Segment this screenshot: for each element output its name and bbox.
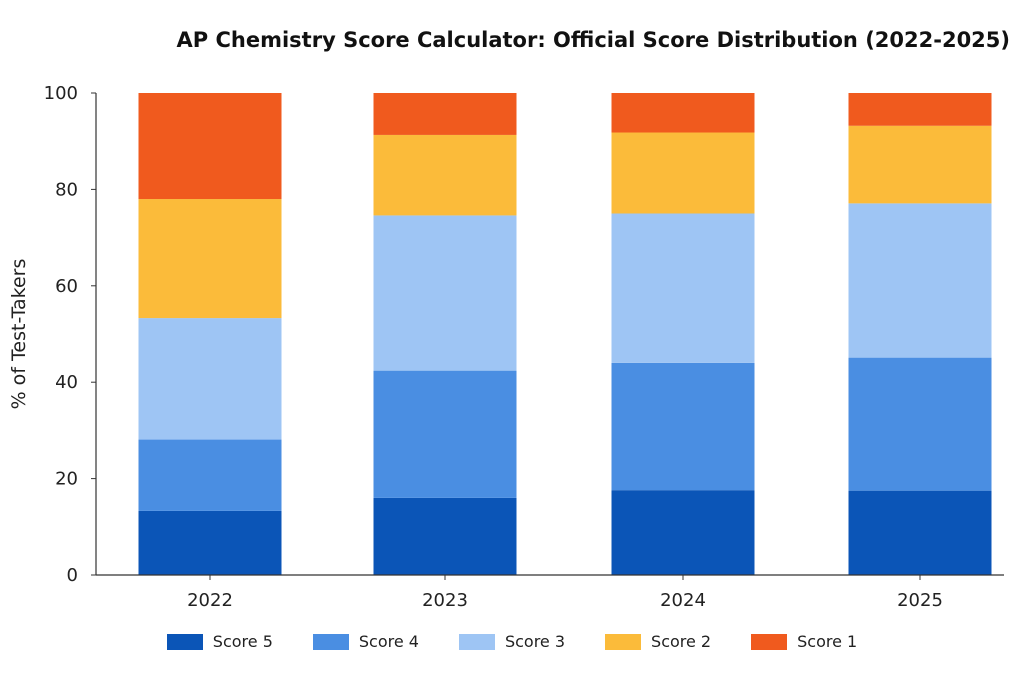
legend-label: Score 4: [358, 632, 419, 651]
legend-swatch: [605, 633, 642, 650]
y-tick-label: 100: [44, 83, 78, 104]
bar-2023-score-1: [373, 93, 517, 135]
bar-2024-score-4: [611, 362, 755, 491]
legend-swatch: [312, 633, 349, 650]
legend-item: Score 1: [751, 632, 857, 651]
y-tick-label: 20: [55, 469, 78, 490]
legend-swatch: [751, 633, 788, 650]
legend-swatch: [166, 633, 203, 650]
bar-2022-score-1: [138, 93, 282, 200]
bar-2025-score-3: [848, 203, 992, 358]
x-tick-label: 2025: [897, 590, 943, 611]
legend-swatch: [458, 633, 495, 650]
x-tick-label: 2023: [422, 590, 468, 611]
bar-2023-score-2: [373, 134, 517, 216]
bar-2022-score-4: [138, 439, 282, 511]
legend-label: Score 3: [504, 632, 566, 651]
legend-item: Score 5: [166, 632, 273, 651]
bar-2023-score-4: [373, 370, 517, 498]
bar-2024-score-3: [611, 213, 755, 363]
legend-item: Score 3: [458, 632, 566, 651]
bar-2025-score-1: [848, 93, 992, 126]
y-tick-label: 80: [55, 179, 78, 200]
x-tick-label: 2022: [187, 590, 233, 611]
bar-2023-score-5: [373, 497, 517, 575]
y-tick-label: 60: [55, 276, 78, 297]
legend-item: Score 4: [312, 632, 419, 651]
bar-2023-score-3: [373, 215, 517, 371]
y-tick-label: 0: [67, 565, 78, 586]
bar-2024-score-1: [611, 93, 755, 133]
bar-2024-score-5: [611, 490, 755, 575]
bar-2025-score-4: [848, 357, 992, 491]
legend: Score 5 Score 4 Score 3 Score 2 Score 1: [0, 632, 1024, 651]
bars-layer: [138, 93, 992, 575]
y-axis-label: % of Test-Takers: [8, 259, 30, 410]
axes-layer: 2022 2023 2024 2025 0 20 40 60 80 100: [44, 83, 1004, 611]
x-tick-label: 2024: [660, 590, 706, 611]
bar-2022-score-3: [138, 318, 282, 440]
legend-label: Score 1: [797, 632, 858, 651]
chart-title: AP Chemistry Score Calculator: Official …: [176, 28, 1010, 52]
bar-2025-score-2: [848, 125, 992, 204]
legend-item: Score 2: [605, 632, 711, 651]
bar-2022-score-2: [138, 199, 282, 319]
y-tick-label: 40: [55, 372, 78, 393]
bar-2025-score-5: [848, 490, 992, 575]
bar-2024-score-2: [611, 132, 755, 214]
legend-label: Score 5: [212, 632, 273, 651]
bar-2022-score-5: [138, 510, 282, 575]
legend-label: Score 2: [651, 632, 712, 651]
